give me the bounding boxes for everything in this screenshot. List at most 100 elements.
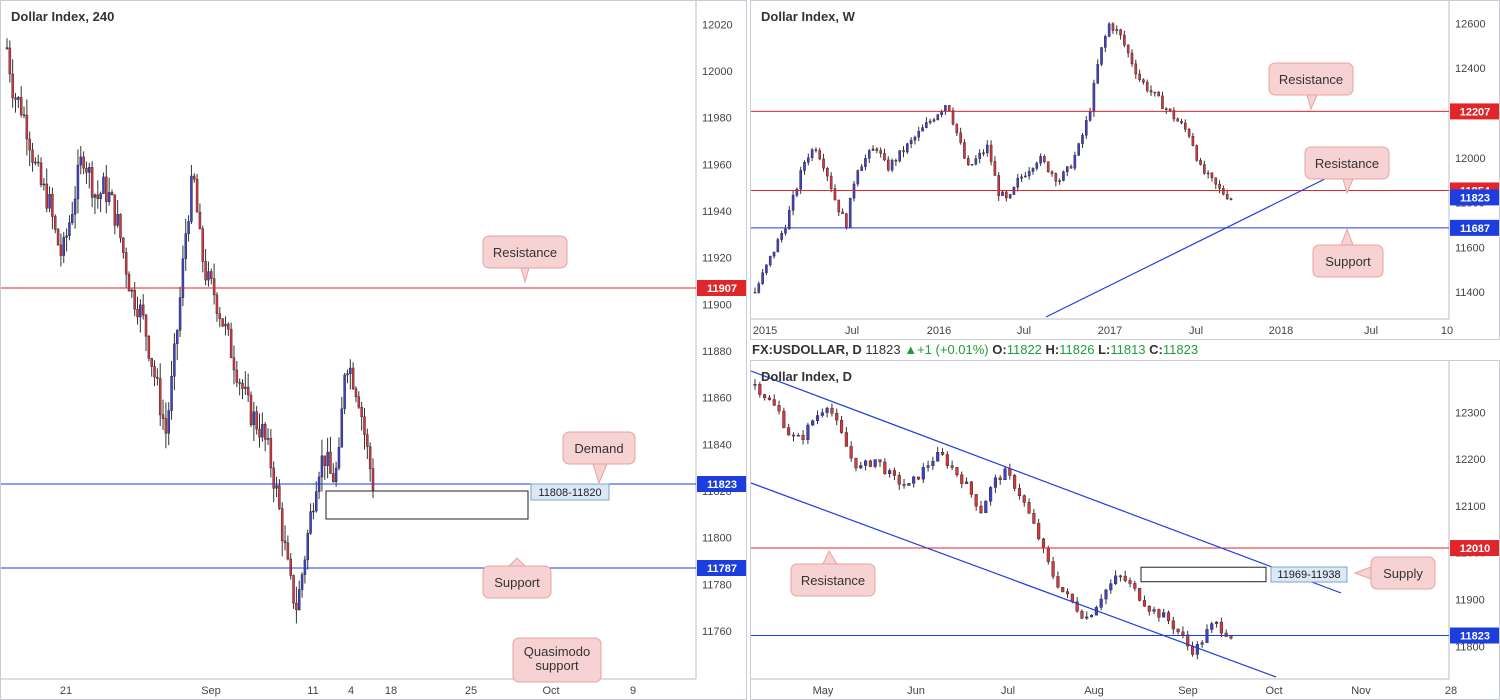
candle-body — [1032, 513, 1036, 524]
candle-body — [1134, 63, 1138, 75]
time-tick-label: 9 — [630, 685, 636, 697]
candle-body — [201, 228, 205, 262]
candle-body — [860, 166, 863, 171]
candle-body — [1176, 628, 1180, 633]
candle-body — [818, 150, 822, 160]
time-tick-label: 2018 — [1269, 325, 1293, 337]
daily-chart-svg[interactable]: 123001220012100120001190011800MayJunJulA… — [751, 361, 1500, 700]
candle-body — [93, 194, 97, 198]
weekly-chart-panel[interactable]: 126001240012200120001180011600114002015J… — [750, 0, 1500, 340]
candle-body — [354, 388, 358, 398]
candle-body — [31, 149, 34, 163]
candle-body — [297, 589, 301, 611]
level-label-bg — [1450, 627, 1499, 644]
weekly-support-arrow — [1340, 227, 1354, 246]
h4-chart-panel[interactable]: 12020 12000 11980 11960 11940 11920 11900 11880… — [0, 0, 747, 700]
candle-body — [1062, 171, 1065, 181]
candle-body — [1075, 601, 1079, 612]
candle-body — [1206, 172, 1210, 175]
supply-zone-label: 11969-11938 — [1277, 569, 1340, 581]
candle-body — [964, 481, 969, 484]
candle-body — [1081, 134, 1084, 144]
h4-chart-svg[interactable]: 12020 12000 11980 11960 11940 11920 11900 11880… — [1, 1, 747, 700]
candle-body — [283, 540, 287, 544]
level-label: 11823 — [707, 479, 737, 491]
time-tick-label: Aug — [1084, 685, 1104, 697]
weekly-chart-svg[interactable]: 126001240012200120001180011600114002015J… — [751, 1, 1500, 340]
candle-body — [1168, 108, 1172, 111]
candle-body — [224, 323, 227, 327]
candle-body — [1041, 538, 1046, 549]
level-label: 12010 — [1460, 543, 1491, 555]
candle-body — [841, 211, 844, 215]
resistance-callout-arrow — [520, 267, 530, 284]
time-tick-label: Jul — [1189, 325, 1203, 337]
candle-body — [28, 138, 31, 151]
candle-body — [1205, 629, 1209, 643]
candle-body — [312, 510, 315, 513]
time-tick-label: Jun — [907, 685, 925, 697]
candle-body — [1172, 110, 1176, 120]
candle-body — [252, 411, 256, 426]
candle-body — [34, 161, 37, 164]
candle-body — [133, 289, 136, 310]
candle-body — [1142, 79, 1145, 83]
candle-body — [1056, 576, 1060, 588]
price-tick-label: 12300 — [1455, 407, 1486, 419]
candle-body — [1043, 156, 1046, 163]
support-callout-arrow — [507, 557, 527, 567]
candle-body — [334, 467, 338, 483]
demand-zone — [325, 490, 529, 520]
candle-body — [1195, 644, 1199, 655]
demand-zone-label-bg — [530, 483, 610, 501]
time-tick-label: 4 — [348, 685, 354, 697]
candle-body — [810, 149, 814, 159]
candle-body — [173, 343, 176, 377]
candle-body — [960, 474, 964, 484]
candle-body — [970, 164, 974, 166]
resistance-callout-text: Resistance — [493, 245, 557, 260]
candle-body — [303, 559, 307, 575]
candle-body — [1164, 108, 1168, 110]
candle-body — [1184, 122, 1187, 130]
price-tick-label: 11800 — [1455, 641, 1485, 653]
candle-body — [761, 272, 764, 284]
candle-body — [833, 188, 837, 201]
price-tick-label: 11900 — [1455, 595, 1485, 607]
candle-body — [825, 407, 829, 413]
open-value: 11822 — [1006, 342, 1042, 357]
candle-body — [258, 428, 261, 438]
price-tick-label: 11880 — [702, 346, 732, 358]
candle-body — [1186, 634, 1190, 647]
candle-body — [1017, 488, 1022, 496]
price-tick-label: 12600 — [1455, 18, 1486, 30]
price-tick-label: 11940 — [702, 206, 732, 218]
candle-body — [974, 158, 978, 165]
candle-body — [1070, 593, 1074, 603]
candle-body — [244, 386, 247, 389]
candle-body — [332, 473, 335, 483]
candle-body — [1061, 586, 1065, 592]
candle-body — [286, 542, 290, 560]
candle-body — [758, 384, 762, 395]
candle-body — [153, 366, 156, 378]
candle-body — [14, 97, 17, 100]
candle-body — [926, 465, 930, 468]
candle-body — [868, 460, 872, 467]
candle-body — [1020, 176, 1023, 179]
low-label: L: — [1098, 342, 1111, 357]
daily-chart-panel[interactable]: 123001220012100120001190011800MayJunJulA… — [750, 360, 1500, 700]
candle-body — [765, 264, 768, 274]
candle-body — [963, 142, 966, 159]
candle-body — [263, 424, 267, 440]
candle-body — [757, 283, 761, 293]
candle-body — [801, 435, 805, 440]
candle-body — [1149, 90, 1153, 93]
candle-body — [1157, 91, 1160, 97]
candle-body — [826, 167, 829, 177]
candle-body — [1065, 166, 1069, 172]
candle-body — [1115, 29, 1119, 31]
candle-body — [822, 158, 825, 169]
daily-resistance-arrow — [822, 549, 838, 565]
candle-body — [329, 451, 332, 474]
